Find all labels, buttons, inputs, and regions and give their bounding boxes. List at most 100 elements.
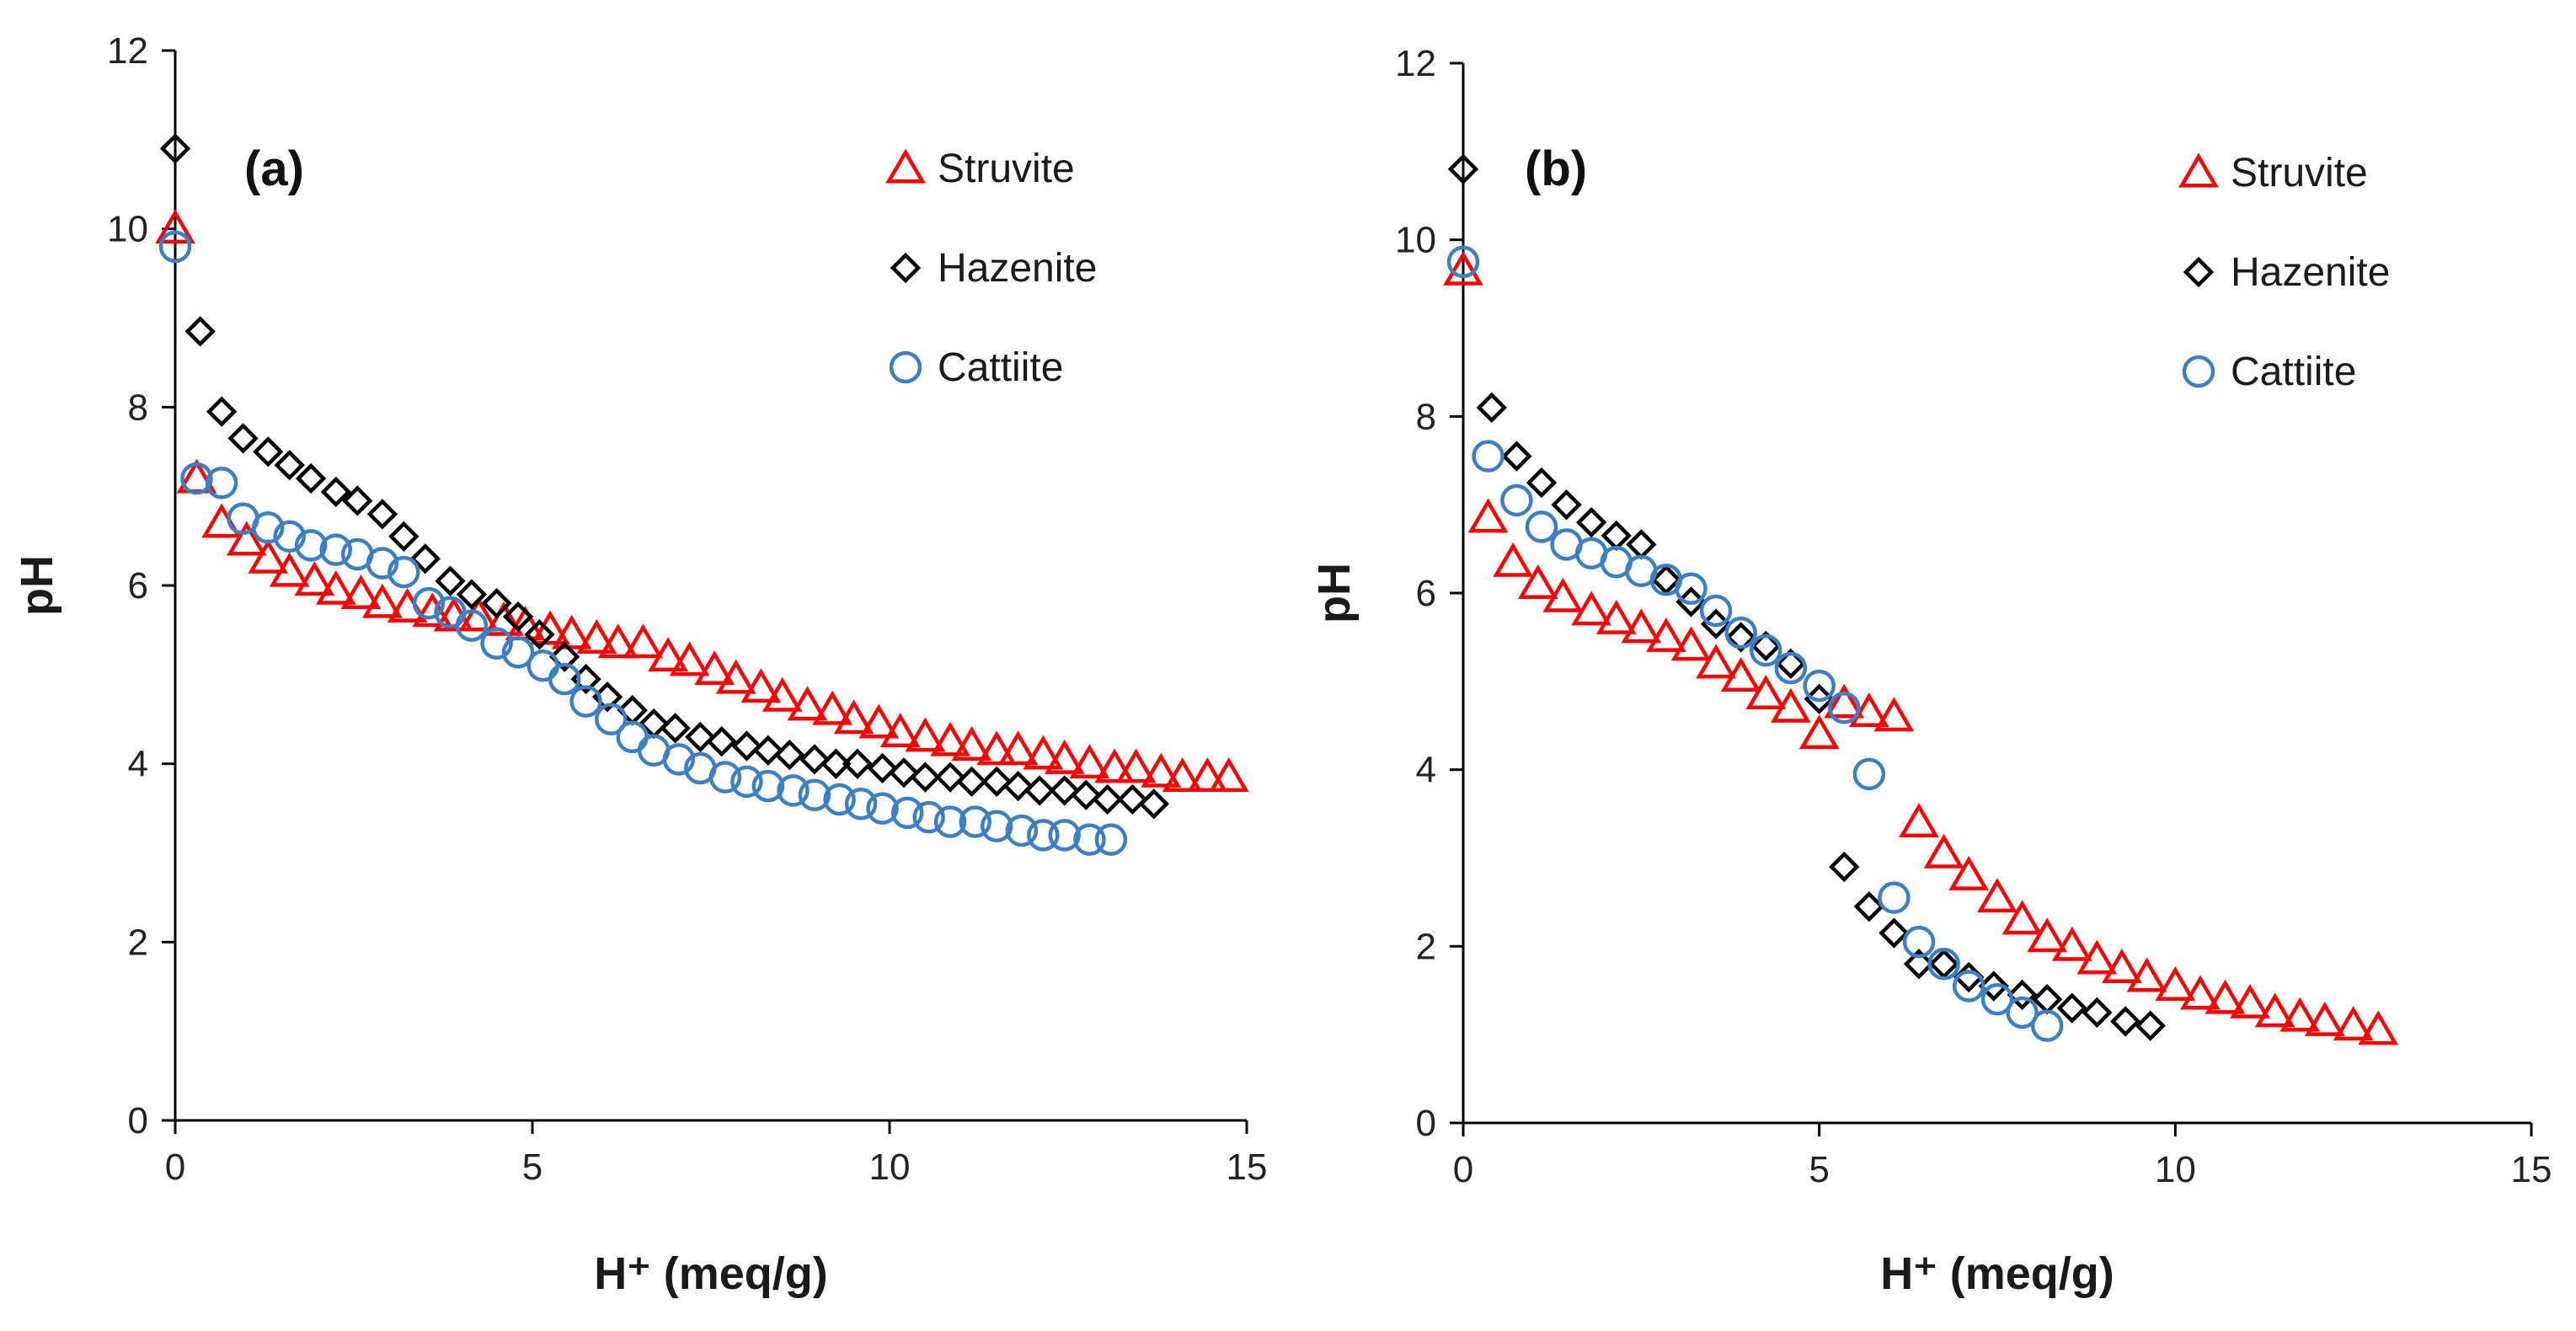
data-point [1853,890,1885,922]
data-point [997,730,1039,766]
x-tick-label: 0 [1453,1149,1473,1190]
data-point [2031,984,2063,1015]
data-point [1902,925,1936,959]
y-axis-title: pH [1309,563,1360,623]
y-tick-label: 8 [1416,396,1436,437]
data-point [548,641,580,672]
data-point [502,601,534,633]
data-point [2333,1006,2374,1041]
x-tick-label: 15 [1227,1147,1268,1188]
data-point [1725,622,1756,653]
data-point [616,720,649,754]
data-point [844,788,878,821]
legend-marker-struvite [2178,152,2219,188]
data-point [933,805,967,838]
data-point [2304,1001,2345,1036]
data-point [1977,878,2018,913]
legend-label: Hazenite [938,246,1097,291]
data-point [253,436,284,468]
data-point [730,765,763,799]
data-point [248,538,289,574]
data-point [1750,633,1782,667]
data-point [2109,1006,2141,1037]
data-point [910,762,941,793]
x-axis-title: H⁺ (meq/g) [594,1248,828,1299]
data-point [1493,542,1534,577]
data-point [388,521,420,552]
data-point [1700,608,1732,639]
data-point [295,462,327,494]
y-tick-label: 12 [1395,43,1436,84]
data-point [976,730,1018,766]
series-hazenite [159,133,1169,820]
data-point [1595,599,1637,634]
data-point [752,735,784,766]
data-point [548,662,581,696]
data-point [1675,586,1707,617]
data-point [740,668,782,703]
data-point [1048,819,1082,852]
legend-marker-cattiite [2182,355,2215,388]
data-point [319,533,353,566]
data-point [1804,683,1835,714]
data-point [833,699,874,735]
data-point [1699,594,1733,628]
data-point [412,586,446,620]
data-point [2126,957,2167,992]
data-point [526,649,559,682]
data-point [1923,833,1964,869]
data-point [905,717,946,752]
data-point [1002,770,1034,802]
panel-label: (a) [244,142,304,196]
data-point [362,583,403,618]
data-point [1978,970,2009,1002]
data-point [2205,979,2246,1014]
data-point [484,601,524,636]
data-point [1525,510,1558,543]
data-point [1551,489,1582,521]
x-axis-title: H⁺ (meq/g) [1880,1248,2114,1299]
data-point [1138,788,1169,820]
data-point [1446,245,1480,279]
data-point [1443,250,1483,286]
data-point [820,748,852,779]
data-point [501,636,535,669]
data-point [184,316,216,347]
data-point [708,761,742,794]
series-hazenite [1447,153,2166,1041]
data-point [1575,506,1607,538]
data-point [1071,779,1102,810]
data-point [205,467,238,500]
data-point [2076,939,2118,975]
data-point [155,209,195,244]
data-point [1670,626,1712,661]
data-point [366,499,398,530]
data-point [1526,467,1558,499]
data-point [480,627,513,660]
data-point [669,641,710,676]
data-point [981,766,1013,798]
chart-panel-b: 0 2 4 6 8 10 12 0 5 10 15 H⁺ (meq/g) pH (b) Struvite Ha… [1309,43,2552,1299]
data-point [1646,617,1686,652]
data-point [842,748,874,779]
legend-marker-cattiite [889,350,922,384]
data-point [1094,823,1128,856]
y-tick-label: 8 [128,387,148,428]
data-point [340,575,382,610]
data-point [2180,975,2221,1010]
data-point [2030,1009,2064,1042]
legend: Struvite Hazenite Cattiite [885,147,1097,390]
data-point [1828,692,1861,724]
data-point [731,730,762,762]
data-point [706,726,737,757]
data-point [1750,630,1782,662]
data-point [294,561,335,596]
data-point [858,703,900,739]
data-point [274,449,305,481]
data-point [867,752,898,784]
data-point [456,579,488,610]
data-point [294,529,328,562]
data-point [1501,441,1532,472]
data-point [980,810,1013,842]
